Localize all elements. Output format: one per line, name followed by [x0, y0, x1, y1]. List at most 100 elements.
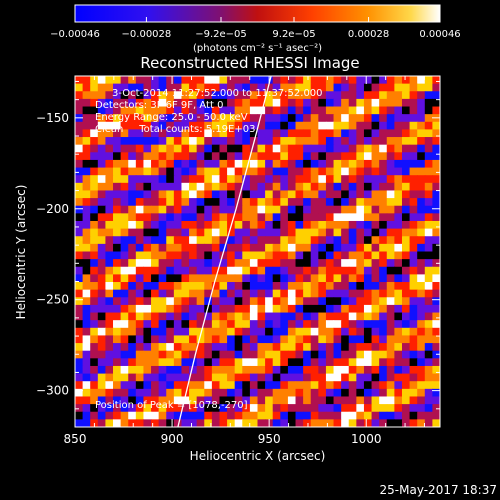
heatmap-cell — [113, 343, 122, 352]
heatmap-cell — [189, 137, 198, 146]
heatmap-cell — [227, 251, 236, 260]
heatmap-cell — [82, 388, 91, 398]
heatmap-cell — [158, 182, 167, 192]
heatmap-cell — [310, 159, 319, 169]
heatmap-cell — [295, 121, 304, 131]
heatmap-cell — [394, 388, 403, 398]
heatmap-cell — [234, 228, 243, 237]
heatmap-cell — [325, 320, 335, 329]
heatmap-cell — [166, 259, 175, 268]
heatmap-cell — [341, 76, 350, 85]
heatmap-cell — [394, 327, 403, 337]
heatmap-cell — [379, 137, 388, 146]
heatmap-cell — [234, 152, 243, 161]
heatmap-cell — [401, 243, 411, 253]
heatmap-cell — [265, 91, 274, 100]
heatmap-cell — [348, 327, 357, 337]
heatmap-cell — [166, 419, 175, 427]
heatmap-cell — [151, 312, 160, 321]
heatmap-cell — [424, 236, 433, 245]
heatmap-cell — [120, 91, 129, 100]
heatmap-cell — [158, 274, 167, 283]
heatmap-cell — [151, 266, 160, 275]
heatmap-cell — [166, 251, 175, 260]
heatmap-cell — [318, 350, 327, 359]
heatmap-cell — [295, 159, 304, 169]
heatmap-cell — [143, 76, 152, 85]
heatmap-cell — [128, 114, 137, 123]
heatmap-cell — [120, 213, 129, 222]
heatmap-cell — [272, 228, 281, 237]
heatmap-cell — [158, 76, 167, 85]
heatmap-cell — [287, 343, 297, 352]
heatmap-cell — [424, 175, 433, 184]
heatmap-cell — [105, 365, 114, 375]
heatmap-cell — [196, 312, 205, 321]
heatmap-cell — [189, 419, 198, 427]
heatmap-cell — [227, 91, 236, 100]
heatmap-cell — [371, 411, 380, 420]
heatmap-cell — [333, 282, 342, 291]
heatmap-cell — [310, 220, 319, 230]
heatmap-cell — [394, 335, 403, 344]
heatmap-cell — [348, 83, 357, 92]
heatmap-cell — [363, 106, 373, 115]
heatmap-cell — [371, 282, 380, 291]
heatmap-cell — [310, 182, 319, 192]
heatmap-cell — [120, 182, 129, 192]
heatmap-cell — [196, 213, 205, 222]
heatmap-cell — [348, 419, 357, 427]
heatmap-cell — [379, 259, 388, 268]
heatmap-cell — [386, 167, 395, 176]
heatmap-cell — [242, 129, 251, 138]
heatmap-cell — [272, 343, 281, 352]
heatmap-cell — [257, 152, 266, 161]
heatmap-cell — [135, 159, 145, 169]
heatmap-cell — [90, 182, 99, 192]
heatmap-cell — [90, 129, 99, 138]
heatmap-cell — [181, 365, 190, 375]
heatmap-cell — [105, 343, 114, 352]
heatmap-cell — [143, 411, 152, 420]
heatmap-cell — [234, 327, 243, 337]
heatmap-cell — [143, 121, 152, 131]
heatmap-cell — [113, 266, 122, 275]
heatmap-cell — [424, 266, 433, 275]
heatmap-cell — [356, 304, 365, 314]
heatmap-cell — [363, 152, 373, 161]
heatmap-cell — [371, 220, 380, 230]
heatmap-cell — [371, 213, 380, 222]
heatmap-cell — [432, 343, 440, 352]
heatmap-cell — [151, 388, 160, 398]
heatmap-cell — [348, 312, 357, 321]
heatmap-cell — [341, 213, 350, 222]
heatmap-cell — [143, 213, 152, 222]
heatmap-cell — [409, 144, 418, 153]
heatmap-cell — [166, 335, 175, 344]
heatmap-cell — [113, 388, 122, 398]
footer-timestamp: 25-May-2017 18:37 — [380, 483, 497, 497]
heatmap-cell — [120, 404, 129, 413]
heatmap-cell — [341, 91, 350, 100]
heatmap-cell — [242, 289, 251, 298]
heatmap-cell — [371, 259, 380, 268]
heatmap-cell — [401, 121, 411, 131]
heatmap-cell — [166, 365, 175, 375]
heatmap-cell — [417, 297, 426, 306]
heatmap-cell — [211, 129, 221, 138]
heatmap-cell — [173, 282, 183, 291]
heatmap-cell — [409, 182, 418, 192]
heatmap-cell — [181, 358, 190, 367]
heatmap-cell — [90, 396, 99, 405]
heatmap-cell — [158, 411, 167, 420]
heatmap-cell — [90, 327, 99, 337]
heatmap-cell — [75, 396, 84, 405]
heatmap-cell — [196, 76, 205, 85]
heatmap-cell — [363, 358, 373, 367]
heatmap-cell — [318, 243, 327, 253]
heatmap-cell — [417, 388, 426, 398]
heatmap-cell — [409, 381, 418, 390]
heatmap-cell — [158, 381, 167, 390]
heatmap-cell — [409, 343, 418, 352]
heatmap-cell — [303, 182, 312, 192]
